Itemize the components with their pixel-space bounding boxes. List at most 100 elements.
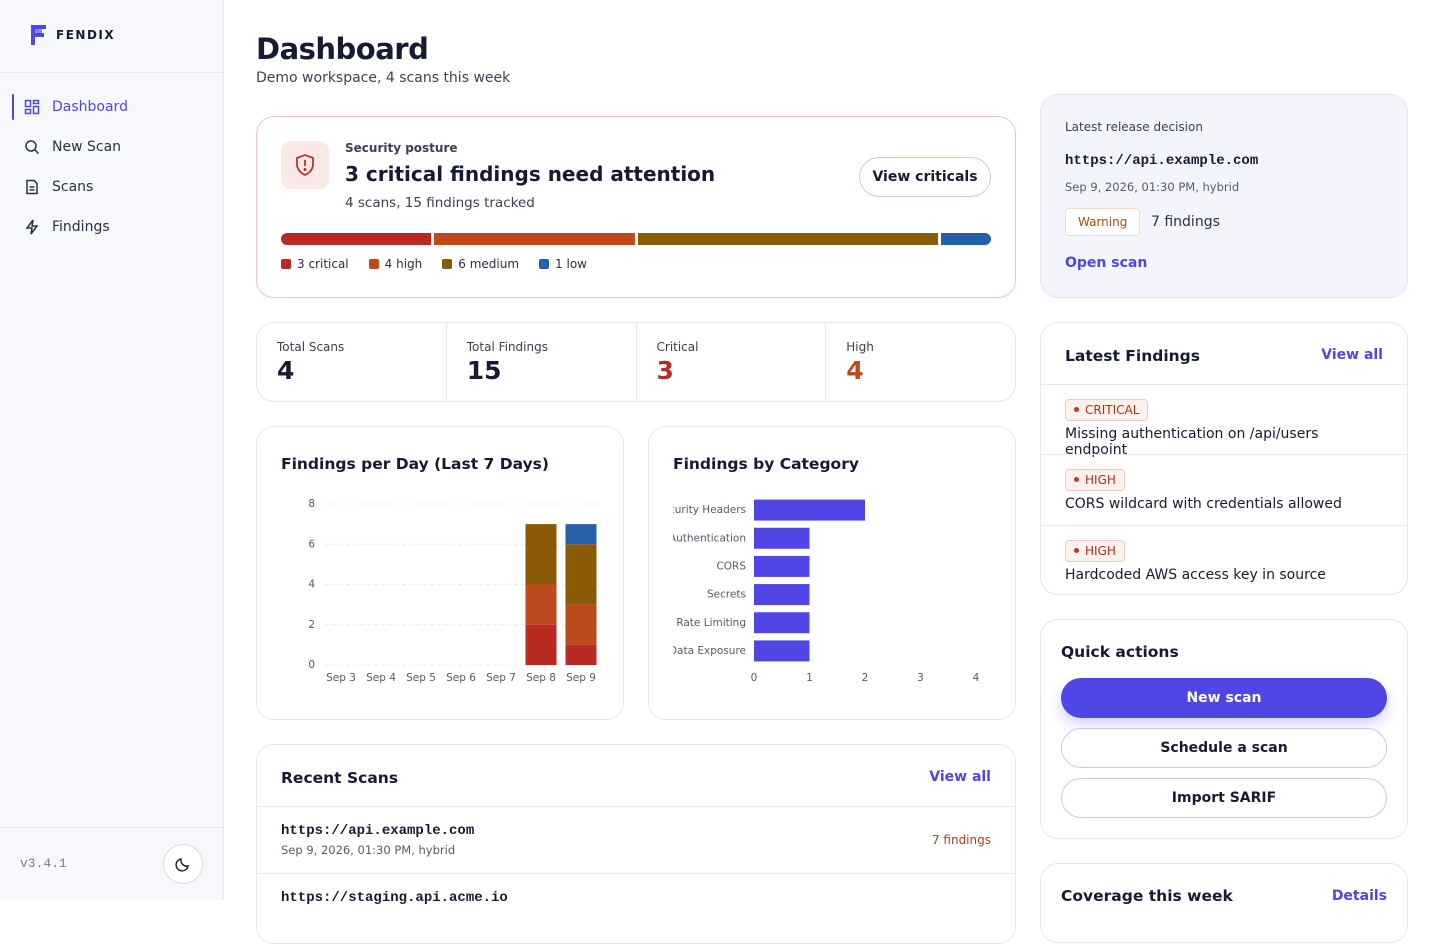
nav-item[interactable]: New Scan: [12, 127, 212, 167]
version: v3.4.1: [20, 856, 67, 871]
card-title: Coverage this week: [1061, 887, 1233, 905]
latest-findings-card: Latest Findings View all CRITICAL Missin…: [1040, 322, 1408, 595]
view-all-link[interactable]: View all: [1321, 347, 1383, 363]
legend-swatch: [539, 259, 550, 269]
release-card: Latest release decision https://api.exam…: [1040, 94, 1408, 298]
release-findings: 7 findings: [1151, 214, 1220, 230]
bar: [754, 584, 810, 606]
brand-name: FENDIX: [56, 28, 116, 42]
x-tick-label: Sep 7: [486, 672, 516, 684]
legend-swatch: [442, 259, 453, 269]
release-url: https://api.example.com: [1065, 153, 1259, 169]
bar-segment: [565, 604, 597, 645]
bar-segment: [565, 544, 597, 605]
finding-title: Missing authentication on /api/users end…: [1065, 425, 1319, 458]
quick-actions-card: Quick actions New scan Schedule a scan I…: [1040, 619, 1408, 839]
legend-label: 1 low: [555, 257, 587, 271]
legend-swatch: [368, 259, 379, 269]
finding-row[interactable]: CRITICAL Missing authentication on /api/…: [1041, 384, 1407, 458]
chart-title: Findings by Category: [673, 455, 859, 473]
nav-item[interactable]: Dashboard: [12, 87, 212, 127]
x-tick-label: 3: [917, 672, 924, 684]
x-tick-label: Sep 3: [326, 672, 356, 684]
severity-segment: [281, 233, 432, 245]
theme-toggle[interactable]: [163, 844, 203, 884]
severity-badge: CRITICAL: [1065, 398, 1149, 421]
x-tick-label: Sep 5: [406, 672, 436, 684]
x-tick-label: 2: [862, 672, 869, 684]
severity-segment: [940, 233, 991, 245]
legend-item: 1 low: [539, 257, 587, 271]
x-tick-label: Sep 4: [366, 672, 396, 684]
brand[interactable]: FENDIX: [30, 24, 115, 46]
new-scan-button[interactable]: New scan: [1061, 678, 1387, 718]
scan-row[interactable]: https://api.example.com Sep 9, 2026, 01:3…: [257, 806, 1015, 873]
schedule-button[interactable]: Schedule a scan: [1061, 728, 1387, 768]
y-tick-label: Rate Limiting: [676, 617, 746, 629]
posture-icon: [281, 141, 329, 189]
bar-segment: [565, 524, 597, 545]
stat-label: Total Scans: [277, 340, 345, 354]
logo: [31, 25, 46, 45]
y-tick-label: CORS: [716, 560, 746, 572]
y-tick-label: Data Exposure: [669, 645, 746, 657]
release-badge: Warning: [1065, 208, 1141, 236]
recent-scans-card: Recent Scans View all https://api.exampl…: [256, 744, 1016, 944]
stat-label: Total Findings: [466, 340, 548, 354]
bar: [754, 555, 810, 577]
chart: 0 2 4 6 8 Sep 3 Sep 4 Sep 5 Sep 6 Sep 7 Sep 8 Sep 9: [308, 498, 601, 684]
nav-label: Scans: [52, 179, 94, 195]
x-tick-label: 1: [806, 672, 813, 684]
posture-card: Security posture 3 critical findings nee…: [256, 116, 1016, 298]
x-tick-label: Sep 8: [526, 672, 556, 684]
stat: High 4: [825, 323, 1015, 401]
y-tick-label: 6: [308, 538, 315, 550]
legend-label: 4 high: [384, 257, 423, 271]
stat-value: 15: [466, 356, 502, 385]
divider: [0, 72, 223, 73]
nav-label: Dashboard: [52, 99, 128, 115]
chart-card: Findings by Category 0 1 2 3 4 Security Heade…: [648, 426, 1016, 720]
severity-badge: HIGH: [1065, 539, 1125, 562]
legend-item: 4 high: [368, 257, 423, 271]
stat-value: 3: [656, 356, 674, 385]
details-link[interactable]: Details: [1331, 888, 1387, 904]
import-button[interactable]: Import SARIF: [1061, 778, 1387, 818]
scan-url: https://api.example.com: [281, 823, 475, 839]
severity-badge: HIGH: [1065, 468, 1125, 491]
open-scan-link[interactable]: Open scan: [1065, 255, 1148, 271]
view-all-link[interactable]: View all: [929, 769, 991, 785]
finding-row[interactable]: HIGH Hardcoded AWS access key in source: [1041, 525, 1407, 594]
bar-segment: [525, 624, 557, 665]
finding-row[interactable]: HIGH CORS wildcard with credentials allo…: [1041, 454, 1407, 525]
severity-bar: [281, 233, 991, 245]
bar: [754, 640, 810, 662]
nav-item[interactable]: Scans: [12, 167, 212, 207]
y-tick-label: 0: [308, 659, 315, 671]
release-label: Latest release decision: [1065, 120, 1203, 134]
bar-segment: [525, 584, 557, 625]
page-subtitle: Demo workspace, 4 scans this week: [256, 70, 511, 86]
stat-label: Critical: [656, 340, 699, 354]
stat-label: High: [846, 340, 874, 354]
view-criticals-button[interactable]: View criticals: [859, 157, 991, 197]
stat-value: 4: [277, 356, 295, 385]
nav: Dashboard New Scan Scans Findings: [12, 87, 212, 247]
chart-title: Findings per Day (Last 7 Days): [281, 455, 549, 473]
stat: Critical 3: [635, 323, 826, 401]
severity-segment: [434, 233, 635, 245]
card-title: Recent Scans: [281, 769, 399, 787]
page-header: Dashboard Demo workspace, 4 scans this w…: [256, 32, 510, 86]
scan-row[interactable]: https://staging.api.acme.io: [257, 873, 1015, 940]
scan-list: https://api.example.com Sep 9, 2026, 01:3…: [257, 806, 1015, 940]
card-title: Quick actions: [1061, 643, 1179, 661]
nav-item[interactable]: Findings: [12, 207, 212, 247]
finding-title: Hardcoded AWS access key in source: [1065, 566, 1326, 583]
sidebar: FENDIX Dashboard New Scan Scans Findings…: [0, 0, 224, 900]
bar: [754, 527, 810, 549]
x-tick-label: Sep 9: [566, 672, 596, 684]
stats-card: Total Scans 4 Total Findings 15 Critical 3 …: [256, 322, 1016, 402]
legend-label: 6 medium: [458, 257, 520, 271]
legend-item: 3 critical: [281, 257, 349, 271]
divider: [0, 827, 223, 828]
